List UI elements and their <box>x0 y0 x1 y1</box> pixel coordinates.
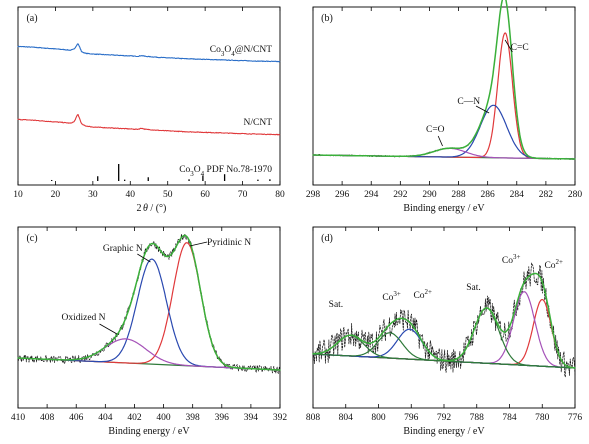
x-tick-label: 406 <box>69 413 84 423</box>
x-tick-label: 800 <box>371 413 386 423</box>
annotation-cc: C=C <box>511 43 529 53</box>
x-tick-label: 808 <box>306 413 321 423</box>
axes-frame <box>312 226 576 409</box>
x-tick-label: 10 <box>13 190 23 200</box>
x-tick-label: 288 <box>451 190 466 200</box>
axes-frame <box>17 6 281 186</box>
x-tick-label: 408 <box>40 413 55 423</box>
fit-envelope <box>17 234 281 371</box>
x-axis-label: Binding energy / eV <box>403 426 485 437</box>
leader-line <box>437 135 443 147</box>
x-tick-label: 298 <box>306 190 321 200</box>
xrd-pattern-0 <box>17 43 281 63</box>
annotation-peak-0: Sat. <box>329 300 344 310</box>
axes-frame <box>312 6 576 186</box>
fit-envelope <box>312 272 576 369</box>
x-tick-label: 392 <box>273 413 288 423</box>
series-label-co3o4-ncnt: Co3O4@N/CNT <box>210 45 272 58</box>
xrd-pattern-1 <box>17 114 281 136</box>
x-tick-label: 410 <box>11 413 26 423</box>
x-tick-label: 80 <box>275 190 285 200</box>
x-tick-label: 400 <box>156 413 171 423</box>
x-tick-label: 50 <box>163 190 173 200</box>
x-tick-label: 284 <box>510 190 525 200</box>
fit-peak-0 <box>312 32 576 160</box>
x-tick-label: 20 <box>51 190 61 200</box>
leader-line <box>99 323 118 335</box>
fit-peak-5 <box>312 334 576 369</box>
x-tick-label: 286 <box>481 190 496 200</box>
annotation-co: C=O <box>426 125 445 135</box>
annotation-cn: C—N <box>457 97 480 107</box>
x-axis-label: 2 <box>137 203 142 214</box>
x-tick-label: 70 <box>238 190 248 200</box>
leader-line <box>137 253 151 263</box>
x-tick-label: 788 <box>470 413 485 423</box>
panel-label: (b) <box>321 13 333 24</box>
annotation-peak-1: Co3+ <box>382 290 401 303</box>
x-tick-label: 290 <box>422 190 437 200</box>
x-tick-label: 294 <box>364 190 379 200</box>
panel-d: 808 804 800 796 792 788 784 780 776 (d) Binding en… <box>306 226 583 437</box>
annotation-peak-4: Co3+ <box>502 253 521 266</box>
panel-b: 298 296 294 292 290 288 286 284 282 280 (b) Binding… <box>306 0 583 214</box>
panel-label: (d) <box>321 233 333 244</box>
series-label-pdf: Co3O4 PDF No.78-1970 <box>179 165 272 178</box>
x-tick-label: 796 <box>404 413 419 423</box>
raw-data <box>17 233 281 375</box>
x-tick-label: 804 <box>339 413 354 423</box>
x-tick-label: 292 <box>393 190 408 200</box>
x-tick-label: 280 <box>568 190 583 200</box>
x-tick-label: 282 <box>539 190 554 200</box>
x-tick-label: 402 <box>127 413 142 423</box>
raw-data <box>312 262 576 378</box>
series-label-ncnt: N/CNT <box>244 118 273 128</box>
x-tick-label: 398 <box>186 413 201 423</box>
x-tick-label: 780 <box>535 413 550 423</box>
annotation-oxidized-n: Oxidized N <box>61 313 105 323</box>
x-tick-label: 40 <box>126 190 136 200</box>
annotation-graphic-n: Graphic N <box>103 244 143 254</box>
x-axis-label: θ / (°) <box>143 203 166 214</box>
panel-a: 10 20 30 40 50 60 70 80 (a) 2 θ / (°) Co3O4@N/CNT N/… <box>13 6 285 214</box>
annotation-pyridinic-n: Pyridinic N <box>207 238 251 248</box>
x-tick-label: 776 <box>568 413 583 423</box>
fit-peak-2 <box>17 338 281 371</box>
x-tick-label: 396 <box>215 413 230 423</box>
panel-label: (a) <box>26 13 37 24</box>
raw-data <box>312 0 576 160</box>
x-tick-label: 792 <box>437 413 452 423</box>
panel-c: 410 408 406 404 402 400 398 396 394 392 (c) Binding… <box>11 226 288 437</box>
x-tick-label: 30 <box>88 190 98 200</box>
x-tick-label: 296 <box>335 190 350 200</box>
axes-frame <box>17 226 281 409</box>
x-axis-label: Binding energy / eV <box>108 426 190 437</box>
x-tick-label: 404 <box>98 413 113 423</box>
annotation-peak-3: Sat. <box>466 283 481 293</box>
annotation-peak-2: Co2+ <box>413 288 432 301</box>
annotation-peak-5: Co2+ <box>544 258 563 271</box>
fit-peak-1 <box>17 258 281 371</box>
leader-line <box>189 241 208 247</box>
x-tick-label: 394 <box>244 413 259 423</box>
x-tick-label: 784 <box>502 413 517 423</box>
fit-envelope <box>312 0 576 160</box>
leader-line <box>475 105 490 114</box>
leader-line <box>504 39 513 53</box>
x-axis-label: Binding energy / eV <box>403 203 485 214</box>
x-tick-label: 60 <box>200 190 210 200</box>
panel-label: (c) <box>26 233 37 244</box>
